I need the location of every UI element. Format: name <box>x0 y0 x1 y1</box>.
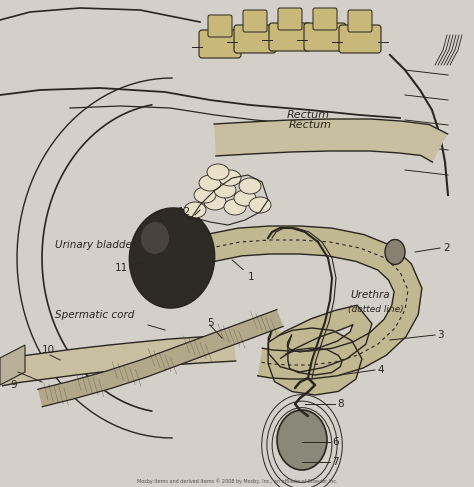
Text: Urinary bladder: Urinary bladder <box>55 240 136 250</box>
Ellipse shape <box>204 194 226 210</box>
FancyBboxPatch shape <box>304 23 346 51</box>
FancyBboxPatch shape <box>199 30 241 58</box>
Ellipse shape <box>129 208 215 308</box>
Ellipse shape <box>207 164 229 180</box>
Polygon shape <box>0 345 25 385</box>
Text: 3: 3 <box>437 330 444 340</box>
Text: Urethra: Urethra <box>350 290 390 300</box>
Ellipse shape <box>219 170 241 186</box>
Text: Spermatic cord: Spermatic cord <box>55 310 134 320</box>
Polygon shape <box>268 305 372 372</box>
Text: Mosby items and derived items © 2008 by Mosby, Inc., an affiliate of Elsevier In: Mosby items and derived items © 2008 by … <box>137 478 337 484</box>
Ellipse shape <box>141 222 169 254</box>
Ellipse shape <box>199 175 221 191</box>
Ellipse shape <box>214 182 236 198</box>
FancyBboxPatch shape <box>339 25 381 53</box>
Polygon shape <box>207 226 422 379</box>
Text: 10: 10 <box>42 345 55 355</box>
Ellipse shape <box>385 240 405 264</box>
FancyBboxPatch shape <box>234 25 276 53</box>
Text: (dotted line): (dotted line) <box>348 305 404 314</box>
FancyBboxPatch shape <box>313 8 337 30</box>
Polygon shape <box>214 119 447 162</box>
Ellipse shape <box>184 202 206 218</box>
Text: 12: 12 <box>178 207 191 217</box>
Polygon shape <box>0 335 236 386</box>
Text: 6: 6 <box>332 437 338 447</box>
Ellipse shape <box>224 199 246 215</box>
Ellipse shape <box>239 178 261 194</box>
Text: 2: 2 <box>443 243 450 253</box>
Text: 5: 5 <box>207 318 214 328</box>
Ellipse shape <box>234 190 256 206</box>
Polygon shape <box>38 310 283 407</box>
Ellipse shape <box>249 197 271 213</box>
FancyBboxPatch shape <box>243 10 267 32</box>
Text: 11: 11 <box>115 263 128 273</box>
Text: 4: 4 <box>377 365 383 375</box>
Text: 7: 7 <box>332 457 338 467</box>
FancyBboxPatch shape <box>278 8 302 30</box>
Text: Rectum: Rectum <box>289 120 331 130</box>
Text: Rectum: Rectum <box>286 110 329 120</box>
Polygon shape <box>268 328 362 395</box>
Ellipse shape <box>194 187 216 203</box>
Ellipse shape <box>277 410 327 470</box>
FancyBboxPatch shape <box>269 23 311 51</box>
FancyBboxPatch shape <box>208 15 232 37</box>
Text: 8: 8 <box>337 399 344 409</box>
FancyBboxPatch shape <box>348 10 372 32</box>
Text: 1: 1 <box>232 260 255 282</box>
Text: 9: 9 <box>10 380 17 390</box>
